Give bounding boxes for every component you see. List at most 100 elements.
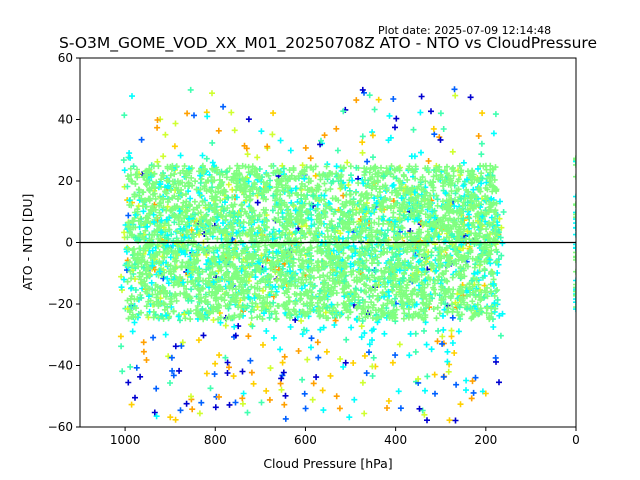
data-point: [444, 308, 451, 315]
x-tick-label: 200: [474, 433, 497, 447]
data-point: [489, 229, 496, 236]
data-point: [165, 353, 172, 360]
data-point: [470, 389, 477, 396]
data-point: [449, 274, 456, 281]
data-point: [433, 168, 439, 175]
y-axis-label: ATO - NTO [DU]: [20, 194, 35, 291]
data-point: [395, 388, 402, 395]
data-point: [378, 313, 385, 320]
data-point: [154, 124, 161, 131]
data-point: [217, 228, 224, 235]
data-point: [254, 170, 261, 177]
data-point: [239, 395, 246, 402]
data-point: [307, 279, 314, 286]
data-point: [184, 268, 191, 275]
data-point: [135, 256, 142, 263]
data-point: [279, 265, 286, 272]
data-point: [369, 260, 375, 267]
data-point: [376, 185, 383, 192]
data-point: [205, 244, 212, 251]
data-point: [175, 195, 182, 202]
data-point: [460, 159, 467, 166]
data-point: [356, 315, 363, 322]
data-point: [276, 219, 283, 226]
data-point: [144, 223, 151, 230]
data-point: [279, 184, 286, 191]
data-point: [464, 305, 470, 312]
data-point: [125, 223, 132, 230]
data-point: [440, 271, 447, 278]
data-point: [476, 307, 483, 314]
data-point: [272, 268, 279, 275]
data-point: [208, 304, 215, 311]
data-point: [153, 298, 160, 305]
data-point: [490, 280, 497, 287]
data-point: [451, 350, 458, 356]
data-point: [258, 252, 265, 259]
data-point: [411, 271, 418, 278]
data-point: [269, 243, 276, 249]
data-point: [396, 217, 403, 223]
data-point: [152, 185, 159, 192]
data-point: [412, 348, 419, 355]
data-point: [124, 183, 131, 190]
data-point: [132, 211, 139, 218]
data-point: [223, 263, 230, 270]
data-point: [190, 233, 197, 240]
data-point: [363, 257, 370, 264]
data-point: [353, 210, 360, 216]
data-point: [270, 192, 277, 199]
data-point: [202, 277, 209, 284]
data-point: [149, 247, 156, 254]
data-point: [363, 370, 370, 377]
data-point: [273, 316, 280, 322]
data-point: [491, 300, 498, 307]
data-point: [308, 211, 315, 218]
data-point: [157, 295, 164, 302]
data-point: [369, 337, 375, 344]
data-point: [302, 196, 309, 203]
data-point: [230, 250, 237, 256]
data-point: [146, 187, 153, 193]
data-point: [254, 229, 261, 236]
data-point: [334, 274, 341, 281]
data-point: [573, 224, 576, 231]
data-point: [167, 185, 174, 192]
data-point: [298, 180, 305, 187]
data-point: [483, 179, 490, 186]
data-point: [179, 244, 186, 251]
data-point: [254, 265, 261, 271]
data-point: [131, 191, 138, 198]
data-point: [225, 194, 232, 201]
data-point: [413, 207, 420, 214]
data-point: [321, 180, 328, 187]
data-point: [332, 279, 339, 286]
data-point: [348, 268, 354, 275]
data-point: [226, 401, 233, 408]
data-point: [225, 274, 232, 281]
data-point: [216, 176, 223, 183]
data-point: [198, 298, 205, 305]
data-point: [395, 190, 402, 197]
data-point: [343, 238, 350, 245]
data-point: [148, 279, 155, 286]
data-point: [351, 202, 358, 208]
data-point: [127, 154, 134, 161]
data-point: [438, 276, 445, 283]
data-point: [273, 288, 280, 295]
data-point: [456, 224, 463, 231]
data-point: [220, 207, 227, 214]
data-point: [150, 334, 157, 341]
data-point: [338, 184, 345, 191]
data-point: [413, 301, 420, 308]
data-point: [171, 171, 178, 178]
data-point: [164, 261, 171, 268]
data-point: [261, 310, 267, 317]
data-point: [573, 214, 576, 221]
data-point: [464, 228, 471, 235]
data-point: [446, 417, 453, 424]
data-point: [471, 264, 478, 271]
data-point: [161, 269, 168, 276]
data-point: [316, 219, 323, 226]
data-point: [333, 242, 340, 249]
